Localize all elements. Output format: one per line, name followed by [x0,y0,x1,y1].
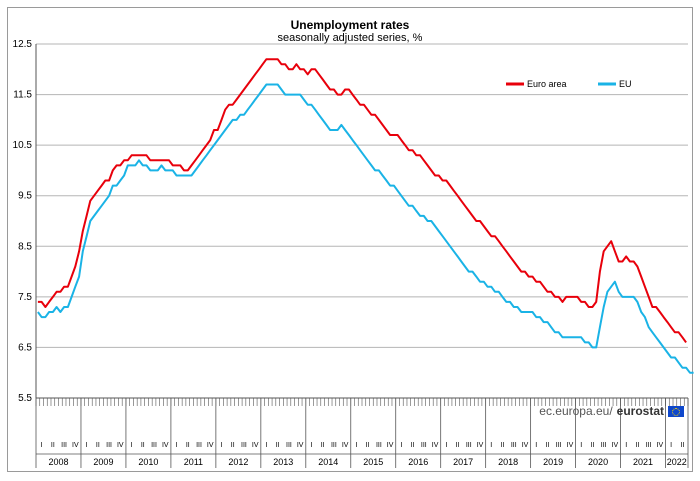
year-label: 2009 [93,457,113,467]
quarter-tick-label: IV [657,442,664,449]
year-label: 2020 [588,457,608,467]
quarter-tick-label: III [556,442,562,449]
quarter-tick-label: III [286,442,292,449]
quarter-tick-label: I [670,442,672,449]
chart-title: Unemployment rates [290,18,410,32]
chart-frame [7,7,693,472]
year-label: 2015 [363,457,383,467]
quarter-tick-label: IV [522,442,529,449]
quarter-tick-label: I [265,442,267,449]
y-tick-label: 9.5 [18,191,32,202]
y-tick-label: 6.5 [18,342,32,353]
year-label: 2010 [138,457,158,467]
quarter-tick-label: I [310,442,312,449]
year-label: 2016 [408,457,428,467]
quarter-tick-label: I [41,442,43,449]
quarter-tick-label: II [321,442,325,449]
quarter-tick-label: I [86,442,88,449]
quarter-tick-label: I [400,442,402,449]
quarter-tick-label: II [276,442,280,449]
y-tick-label: 10.5 [13,140,33,151]
quarter-tick-label: I [131,442,133,449]
year-label: 2019 [543,457,563,467]
quarter-tick-label: II [546,442,550,449]
quarter-tick-label: III [421,442,427,449]
y-tick-label: 12.5 [13,39,33,50]
quarter-tick-label: II [186,442,190,449]
quarter-tick-label: IV [117,442,124,449]
y-tick-label: 5.5 [18,393,32,404]
quarter-tick-label: IV [567,442,574,449]
quarter-tick-label: I [176,442,178,449]
quarter-tick-label: IV [252,442,259,449]
year-label: 2012 [228,457,248,467]
quarter-tick-label: II [366,442,370,449]
quarter-tick-label: I [355,442,357,449]
quarter-tick-label: IV [387,442,394,449]
quarter-tick-label: I [445,442,447,449]
quarter-tick-label: III [466,442,472,449]
eu-flag-icon [668,405,684,417]
quarter-tick-label: III [61,442,67,449]
y-tick-label: 7.5 [18,292,32,303]
quarter-tick-label: IV [72,442,79,449]
quarter-tick-label: II [141,442,145,449]
year-label: 2022 [667,457,687,467]
quarter-tick-label: III [601,442,607,449]
quarter-tick-label: II [96,442,100,449]
quarter-tick-label: II [501,442,505,449]
y-tick-label: 11.5 [13,90,32,101]
quarter-tick-label: IV [207,442,214,449]
quarter-tick-label: IV [477,442,484,449]
chart-subtitle: seasonally adjusted series, % [277,32,423,44]
quarter-tick-label: III [646,442,652,449]
year-label: 2021 [633,457,653,467]
quarter-tick-label: III [376,442,382,449]
source-credit: ec.europa.eu/eurostat [539,404,684,418]
quarter-tick-label: IV [612,442,619,449]
quarter-tick-label: II [231,442,235,449]
source-brand: eurostat [616,404,664,418]
quarter-tick-label: I [580,442,582,449]
legend-label: Euro area [527,79,567,89]
quarter-tick-label: I [535,442,537,449]
quarter-tick-label: II [680,442,684,449]
quarter-tick-label: IV [432,442,439,449]
quarter-tick-label: III [196,442,202,449]
quarter-tick-label: IV [342,442,349,449]
series-line-euro-area [37,58,687,343]
quarter-tick-label: III [106,442,112,449]
quarter-tick-label: III [331,442,337,449]
quarter-tick-label: II [411,442,415,449]
quarter-tick-label: II [591,442,595,449]
quarter-tick-label: I [221,442,223,449]
year-label: 2008 [48,457,68,467]
quarter-tick-label: IV [297,442,304,449]
series-line-eu [37,83,694,374]
source-url: ec.europa.eu/ [539,404,613,418]
legend-label: EU [619,79,632,89]
quarter-tick-label: III [151,442,157,449]
quarter-tick-label: III [511,442,517,449]
year-label: 2018 [498,457,518,467]
year-label: 2013 [273,457,293,467]
quarter-tick-label: I [490,442,492,449]
quarter-tick-label: III [241,442,247,449]
y-tick-label: 8.5 [18,241,32,252]
year-label: 2011 [184,457,203,467]
year-label: 2014 [318,457,338,467]
quarter-tick-label: II [635,442,639,449]
quarter-tick-label: I [625,442,627,449]
quarter-tick-label: II [51,442,55,449]
quarter-tick-label: II [456,442,460,449]
quarter-tick-label: IV [162,442,169,449]
year-label: 2017 [453,457,473,467]
